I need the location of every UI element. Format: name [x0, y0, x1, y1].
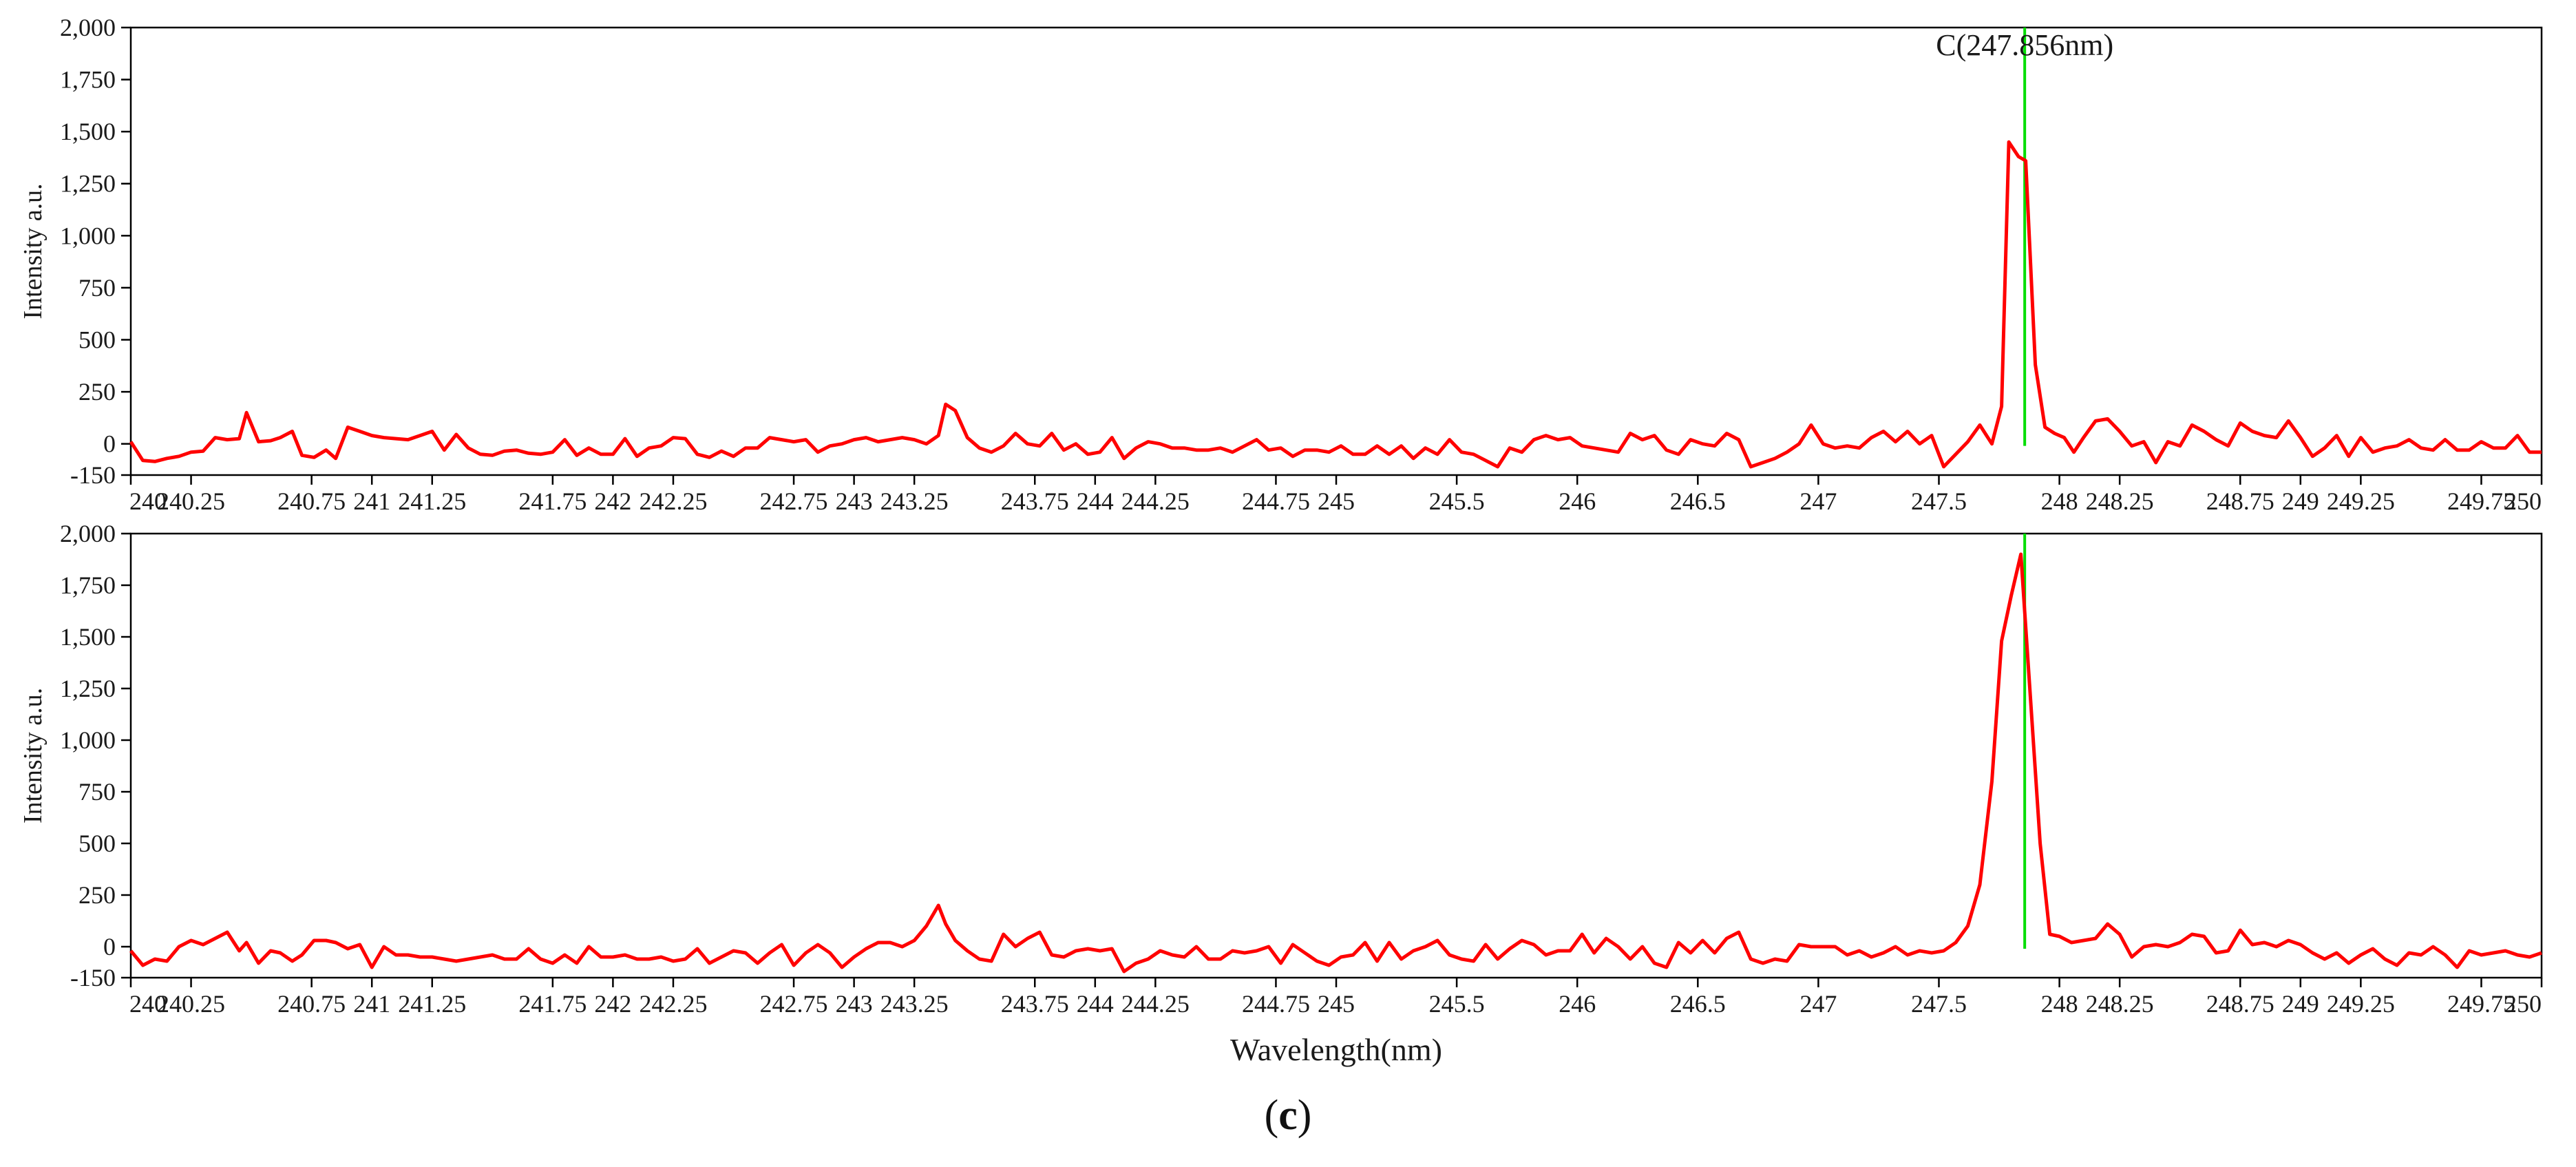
plot-frame [129, 532, 2543, 979]
y-tick-label: 0 [103, 430, 116, 458]
spectrum-series-line [129, 552, 2542, 974]
x-tick-label: 240.75 [277, 990, 346, 1018]
y-tick-label: 250 [78, 881, 116, 909]
x-tick-label: 241 [353, 990, 390, 1018]
x-tick-label: 246 [1559, 990, 1596, 1018]
y-tick-label: 1,500 [60, 118, 116, 145]
x-tick-label: 248.75 [2206, 487, 2274, 515]
x-tick-label: 248 [2041, 487, 2078, 515]
y-tick-label: 1,500 [60, 623, 116, 651]
y-tick-label: 1,750 [60, 571, 116, 599]
x-tick-label: 248.25 [2086, 487, 2154, 515]
peak-annotation: C(247.856nm) [1936, 28, 2113, 62]
x-tick-label: 244.75 [1242, 990, 1310, 1018]
x-tick-label: 249.75 [2447, 487, 2515, 515]
x-tick-label: 245 [1318, 990, 1355, 1018]
x-tick-label: 241.25 [398, 990, 466, 1018]
x-tick-label: 243.25 [880, 487, 949, 515]
x-tick-label: 246 [1559, 487, 1596, 515]
plot-frame [129, 26, 2543, 476]
y-tick-label: 1,750 [60, 66, 116, 94]
x-tick-label: 247 [1799, 990, 1837, 1018]
x-tick-label: 249.25 [2327, 487, 2395, 515]
x-tick-label: 248.25 [2086, 990, 2154, 1018]
y-tick-label: 500 [78, 326, 116, 353]
x-tick-label: 243.25 [880, 990, 949, 1018]
x-tick-label: 244 [1077, 990, 1114, 1018]
x-tick-label: 245.5 [1429, 487, 1485, 515]
top-spectrum-panel: -150 0 250 500 750 1,000 1,250 1,500 1,750 2,000 2… [19, 14, 2543, 515]
x-tick-label: 247.5 [1911, 990, 1967, 1018]
x-tick-label: 242.25 [639, 487, 707, 515]
x-tick-label: 250 [2504, 990, 2542, 1018]
x-tick-label: 250 [2504, 487, 2542, 515]
y-tick-label: 1,250 [60, 170, 116, 198]
y-tick-label: -150 [70, 964, 116, 991]
caption-open-paren: ( [1264, 1092, 1279, 1139]
y-tick-label: 250 [78, 378, 116, 406]
y-tick-label: 1,250 [60, 675, 116, 702]
x-tick-label: 245.5 [1429, 990, 1485, 1018]
y-tick-label: 500 [78, 830, 116, 857]
caption-letter: c [1278, 1092, 1298, 1139]
x-tick-label: 244.25 [1121, 990, 1190, 1018]
x-tick-label: 244.75 [1242, 487, 1310, 515]
y-axis-title: Intensity a.u. [19, 183, 47, 319]
x-tick-label: 242 [594, 990, 631, 1018]
x-tick-label: 248.75 [2206, 990, 2274, 1018]
spectrum-series-line [129, 140, 2542, 469]
bottom-spectrum-panel: -150 0 250 500 750 1,000 1,250 1,500 1,750 2,000 2… [19, 520, 2543, 1067]
y-tick-label: 2,000 [60, 14, 116, 41]
x-tick-label: 245 [1318, 487, 1355, 515]
x-tick-label: 240.25 [157, 990, 225, 1018]
y-tick-label: 2,000 [60, 520, 116, 547]
caption-close-paren: ) [1297, 1092, 1312, 1139]
x-tick-label: 247 [1799, 487, 1837, 515]
x-tick-label: 247.5 [1911, 487, 1967, 515]
x-tick-label: 249.75 [2447, 990, 2515, 1018]
figure-caption: (c) [0, 1091, 2576, 1140]
x-axis-title: Wavelength(nm) [1230, 1032, 1442, 1067]
x-tick-label: 241.25 [398, 487, 466, 515]
x-tick-label: 240 [129, 487, 167, 515]
x-tick-label: 240 [129, 990, 167, 1018]
y-tick-label: 0 [103, 933, 116, 960]
y-tick-label: 1,000 [60, 726, 116, 754]
x-tick-label: 244 [1077, 487, 1114, 515]
x-tick-label: 241.75 [518, 487, 587, 515]
x-tick-label: 243.75 [1001, 990, 1069, 1018]
x-tick-label: 242 [594, 487, 631, 515]
x-tick-label: 243 [836, 487, 873, 515]
y-tick-label: 750 [78, 274, 116, 302]
x-tick-label: 243.75 [1001, 487, 1069, 515]
y-tick-label: 750 [78, 778, 116, 806]
x-tick-label: 249 [2282, 487, 2319, 515]
x-tick-label: 249 [2282, 990, 2319, 1018]
x-tick-label: 242.25 [639, 990, 707, 1018]
y-tick-label: -150 [70, 461, 116, 489]
x-tick-label: 241 [353, 487, 390, 515]
y-axis-title: Intensity a.u. [19, 688, 47, 823]
x-tick-label: 240.25 [157, 487, 225, 515]
x-tick-label: 241.75 [518, 990, 587, 1018]
x-tick-label: 243 [836, 990, 873, 1018]
x-tick-label: 249.25 [2327, 990, 2395, 1018]
x-tick-label: 246.5 [1670, 990, 1726, 1018]
y-tick-label: 1,000 [60, 222, 116, 249]
x-tick-label: 242.75 [760, 990, 828, 1018]
x-tick-label: 242.75 [760, 487, 828, 515]
x-tick-label: 244.25 [1121, 487, 1190, 515]
x-tick-label: 240.75 [277, 487, 346, 515]
x-tick-label: 248 [2041, 990, 2078, 1018]
x-tick-label: 246.5 [1670, 487, 1726, 515]
